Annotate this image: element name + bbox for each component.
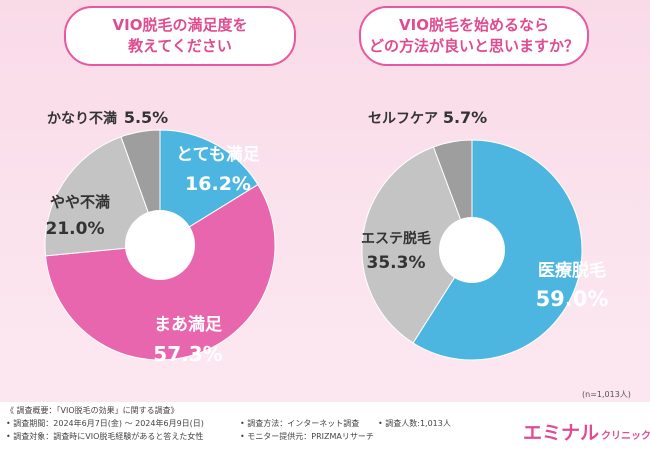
slice-label: まあ満足 bbox=[154, 314, 222, 335]
survey-overview: 《 調査概要：「VIO脱毛の効果」に関する調査》 bbox=[6, 406, 179, 415]
chart-method: 医療脱毛 59.0% エステ脱毛 35.3% セルフケア 5.7% bbox=[361, 108, 609, 361]
brand-name: エミナル bbox=[523, 422, 600, 444]
footer bbox=[0, 402, 650, 450]
slice-label: 医療脱毛 bbox=[538, 260, 606, 281]
slice-label: エステ脱毛 bbox=[361, 230, 431, 247]
pie-slice bbox=[361, 146, 473, 344]
slice-label: とても満足 bbox=[176, 144, 260, 165]
slice-label: セルフケア bbox=[368, 111, 438, 127]
question-line: VIO脱毛の満足度を bbox=[112, 16, 248, 34]
data-label: 16.2% bbox=[185, 173, 251, 195]
survey-provider: • モニター提供元：PRIZMAリサーチ bbox=[240, 432, 374, 441]
donut-hole bbox=[439, 217, 505, 283]
question-line: VIO脱毛を始めるなら bbox=[399, 16, 549, 34]
brand-logo: エミナル クリニック bbox=[523, 418, 650, 445]
chart-satisfaction: とても満足 16.2% まあ満足 57.3% やや不満 21.0% かなり不満 5.5% bbox=[44, 108, 276, 366]
data-label: 57.3% bbox=[153, 342, 222, 366]
question-line: どの方法が良いと思いますか？ bbox=[368, 37, 579, 55]
question-line: 教えてください bbox=[128, 37, 232, 55]
survey-method: • 調査方法：インターネット調査 bbox=[240, 419, 360, 428]
slice-label: かなり不満 bbox=[47, 110, 117, 127]
question-box-method: VIO脱毛を始めるなら どの方法が良いと思いますか？ bbox=[359, 6, 589, 66]
brand-sub: クリニック bbox=[601, 431, 650, 442]
slice-label: やや不満 bbox=[50, 193, 110, 211]
question-box-satisfaction: VIO脱毛の満足度を 教えてください bbox=[64, 6, 296, 66]
data-label: 5.7% bbox=[443, 108, 487, 127]
survey-target: • 調査対象：調査時にVIO脱毛経験があると答えた女性 bbox=[6, 432, 204, 441]
data-label: 5.5% bbox=[124, 108, 168, 127]
data-label: 21.0% bbox=[46, 219, 105, 239]
data-label: 35.3% bbox=[367, 253, 426, 273]
sample-size-note: (n=1,013人) bbox=[582, 390, 631, 399]
data-label: 59.0% bbox=[536, 287, 609, 311]
survey-respondents: • 調査人数:1,013人 bbox=[378, 419, 451, 428]
survey-period: • 調査期間：2024年6月7日(金) ～ 2024年6月9日(日) bbox=[6, 419, 204, 428]
donut-hole bbox=[125, 210, 195, 280]
pie-slice bbox=[159, 129, 259, 246]
